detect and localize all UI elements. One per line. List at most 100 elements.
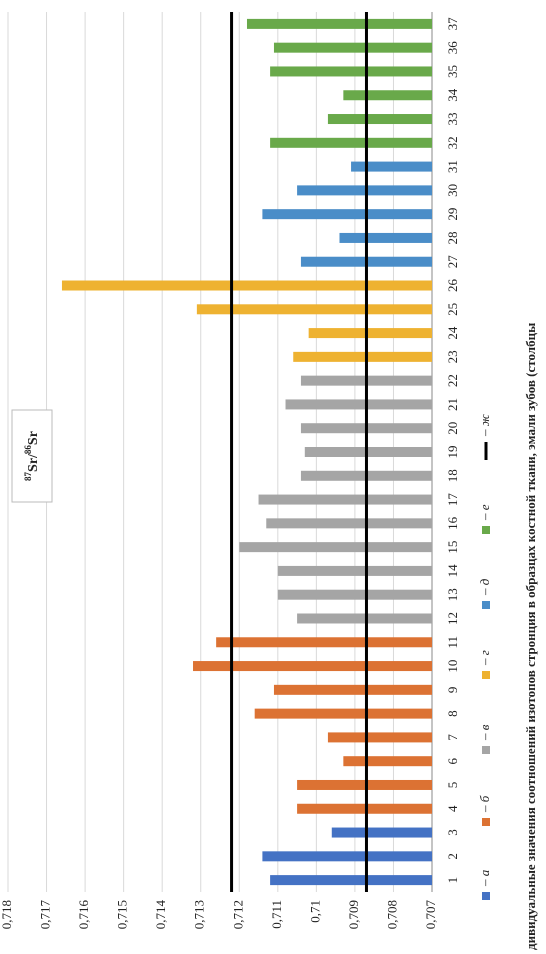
x-tick-label: 21 — [445, 398, 460, 411]
legend-swatch — [482, 746, 490, 754]
bar — [293, 351, 432, 362]
y-tick-label: 0,712 — [230, 900, 245, 929]
x-tick-label: 28 — [445, 231, 460, 244]
bar — [196, 304, 432, 315]
bar — [277, 565, 432, 576]
x-tick-label: 20 — [445, 422, 460, 435]
caption: дивидуальные значения соотношений изотоп… — [523, 323, 538, 950]
bar — [327, 114, 432, 125]
bar — [254, 708, 432, 719]
bar — [258, 494, 432, 505]
y-tick-label: 0,713 — [192, 900, 207, 929]
x-tick-label: 11 — [445, 636, 460, 649]
bar — [262, 851, 432, 862]
x-tick-label: 2 — [445, 853, 460, 860]
legend-label: – б — [477, 795, 492, 813]
y-tick-label: 0,717 — [38, 900, 53, 930]
x-tick-label: 9 — [445, 687, 460, 694]
bar — [343, 90, 433, 101]
legend-swatch — [482, 526, 490, 534]
x-tick-label: 7 — [445, 734, 460, 741]
bar — [273, 42, 432, 53]
x-tick-label: 31 — [445, 160, 460, 173]
x-tick-label: 13 — [445, 588, 460, 601]
y-tick-label: 0,716 — [76, 900, 91, 930]
y-tick-label: 0,707 — [423, 900, 438, 930]
bar — [297, 803, 432, 814]
bar — [285, 399, 433, 410]
x-tick-label: 6 — [445, 757, 460, 764]
x-tick-label: 15 — [445, 541, 460, 554]
y-tick-label: 0,714 — [153, 900, 168, 930]
y-tick-label: 0,715 — [115, 900, 130, 929]
bar — [262, 209, 432, 220]
bar — [270, 66, 433, 77]
x-tick-label: 17 — [445, 493, 460, 507]
bar — [270, 875, 433, 886]
x-tick-label: 27 — [445, 255, 460, 269]
x-tick-label: 24 — [445, 326, 460, 340]
y-tick-label: 0,718 — [0, 900, 14, 929]
legend-label: – а — [477, 869, 492, 887]
x-tick-label: 36 — [445, 41, 460, 55]
bar — [343, 756, 433, 767]
x-tick-label: 3 — [445, 829, 460, 836]
bar — [246, 18, 432, 29]
bar — [239, 542, 432, 553]
x-tick-label: 22 — [445, 374, 460, 387]
annotation-part: 87 — [23, 471, 33, 481]
legend-swatch — [482, 818, 490, 826]
x-tick-label: 14 — [445, 564, 460, 578]
x-tick-label: 12 — [445, 612, 460, 625]
bar — [266, 518, 432, 529]
x-tick-label: 26 — [445, 279, 460, 293]
x-tick-label: 19 — [445, 446, 460, 459]
bar — [339, 232, 432, 243]
bar — [297, 613, 432, 624]
legend-swatch — [482, 671, 490, 679]
legend-label: – г — [477, 650, 492, 666]
annotation: 87Sr/86Sr — [23, 431, 41, 481]
bar — [273, 684, 432, 695]
annotation-part: 86 — [23, 445, 33, 455]
x-tick-label: 30 — [445, 184, 460, 197]
bar — [327, 732, 432, 743]
x-tick-label: 32 — [445, 136, 460, 149]
annotation-box — [11, 409, 53, 503]
legend-label: – е — [477, 504, 492, 521]
legend-swatch — [482, 892, 490, 900]
bar — [216, 637, 432, 648]
x-tick-label: 4 — [445, 805, 460, 812]
x-tick-label: 18 — [445, 469, 460, 482]
x-tick-label: 37 — [445, 17, 460, 31]
bar — [304, 447, 432, 457]
legend-label: – ж — [477, 414, 492, 437]
legend-label: – д — [477, 578, 492, 596]
x-tick-label: 29 — [445, 208, 460, 221]
x-tick-label: 16 — [445, 516, 460, 530]
bar — [61, 280, 433, 291]
x-tick-label: 10 — [445, 660, 460, 673]
y-tick-label: 0,71 — [307, 900, 322, 923]
x-tick-label: 33 — [445, 113, 460, 126]
x-tick-label: 8 — [445, 710, 460, 717]
y-tick-label: 0,709 — [346, 900, 361, 929]
bar — [351, 161, 432, 172]
bar — [277, 589, 432, 600]
bar — [308, 328, 432, 339]
bar — [193, 661, 432, 672]
annotation-part: Sr — [26, 431, 41, 445]
legend-label: – в — [477, 724, 492, 741]
bar — [270, 137, 433, 148]
y-tick-label: 0,711 — [269, 900, 284, 929]
x-tick-label: 35 — [445, 65, 460, 78]
bar — [331, 827, 433, 838]
y-tick-label: 0,708 — [384, 900, 399, 929]
x-tick-label: 23 — [445, 350, 460, 363]
legend-swatch — [482, 601, 490, 609]
rotated-chart: 0,707 0,708 0,709 0,71 0,711 0,712 0,713 0,714 0… — [0, 12, 538, 950]
x-tick-label: 34 — [445, 88, 460, 102]
x-tick-label: 5 — [445, 782, 460, 789]
bar — [297, 185, 432, 196]
